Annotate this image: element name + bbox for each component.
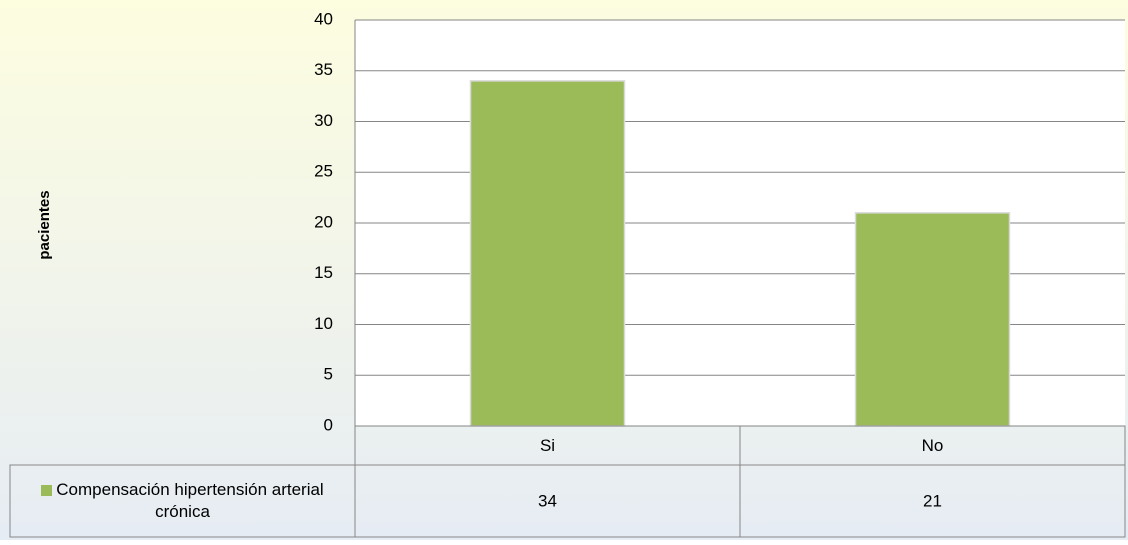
- bar: [469, 80, 626, 427]
- x-tick-label: No: [922, 436, 944, 455]
- y-tick-label: 40: [314, 9, 333, 28]
- legend-key: [41, 485, 53, 497]
- bar: [854, 212, 1011, 427]
- legend-entry: Compensación hipertensión arterial cróni…: [14, 465, 351, 537]
- y-tick-label: 20: [314, 212, 333, 231]
- y-tick-label: 15: [314, 263, 333, 282]
- table-border: [9, 464, 1126, 538]
- legend-cell: Compensación hipertensión arterial cróni…: [14, 465, 351, 537]
- y-axis-label: pacientes: [36, 190, 53, 259]
- y-tick-label: 0: [324, 415, 333, 434]
- y-tick-label: 5: [324, 365, 333, 384]
- y-tick-label: 10: [314, 314, 333, 333]
- y-tick-label: 30: [314, 111, 333, 130]
- y-tick-label: 35: [314, 60, 333, 79]
- y-tick-label: 25: [314, 162, 333, 181]
- x-tick-label: Si: [540, 436, 555, 455]
- legend-label: Compensación hipertensión arterial cróni…: [56, 480, 324, 521]
- table-value: 21: [923, 491, 942, 510]
- table-value: 34: [538, 491, 557, 510]
